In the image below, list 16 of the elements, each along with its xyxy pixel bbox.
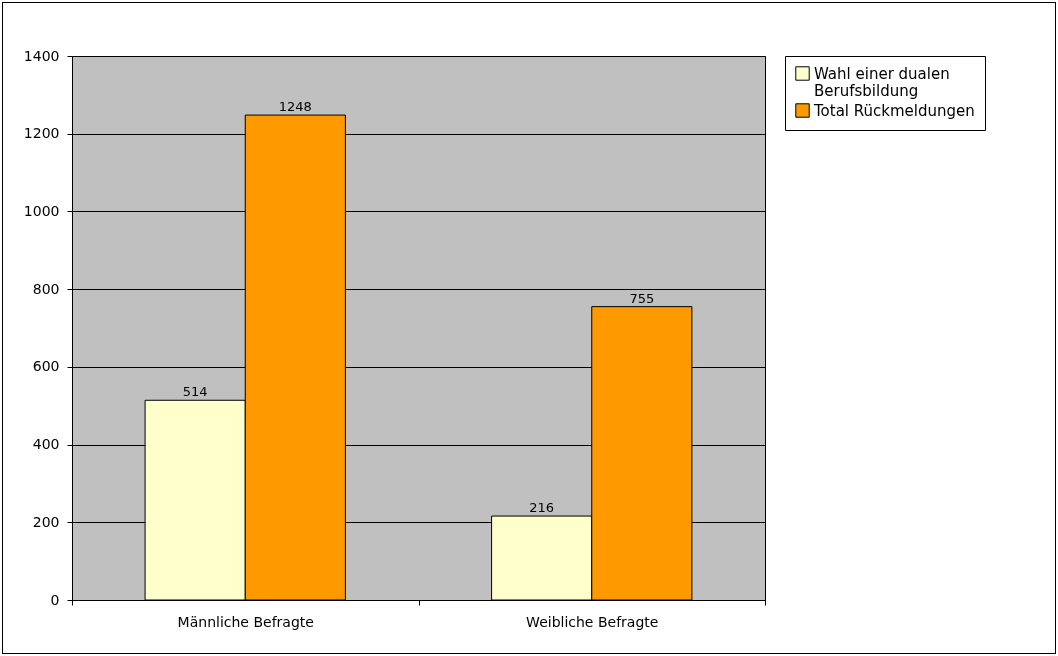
data-label: 1248	[278, 99, 312, 115]
y-tick-label: 600	[32, 358, 60, 375]
y-tick-label: 800	[32, 280, 60, 297]
legend-label: Total Rückmeldungen	[813, 101, 975, 120]
y-tick-label: 200	[32, 513, 60, 530]
data-label: 755	[629, 290, 655, 306]
y-tick-label: 400	[32, 436, 60, 453]
data-label: 216	[529, 500, 555, 516]
y-tick-label: 0	[50, 591, 60, 608]
x-tick-label: Männliche Befragte	[177, 613, 314, 630]
data-label: 514	[182, 384, 208, 400]
x-tick-label: Weibliche Befragte	[526, 613, 659, 630]
y-tick-label: 1000	[23, 202, 60, 219]
y-tick-label: 1400	[23, 47, 60, 64]
y-tick-label: 1200	[23, 125, 60, 142]
legend-label: Wahl einer dualen Berufsbildung	[814, 64, 950, 100]
